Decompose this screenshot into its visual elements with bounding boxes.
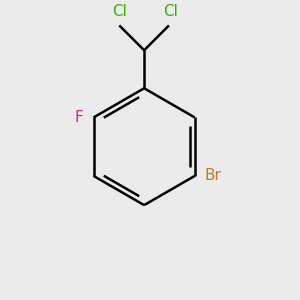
Text: Cl: Cl (163, 4, 178, 19)
Text: Br: Br (205, 168, 222, 183)
Text: Cl: Cl (112, 4, 127, 19)
Text: F: F (75, 110, 83, 125)
